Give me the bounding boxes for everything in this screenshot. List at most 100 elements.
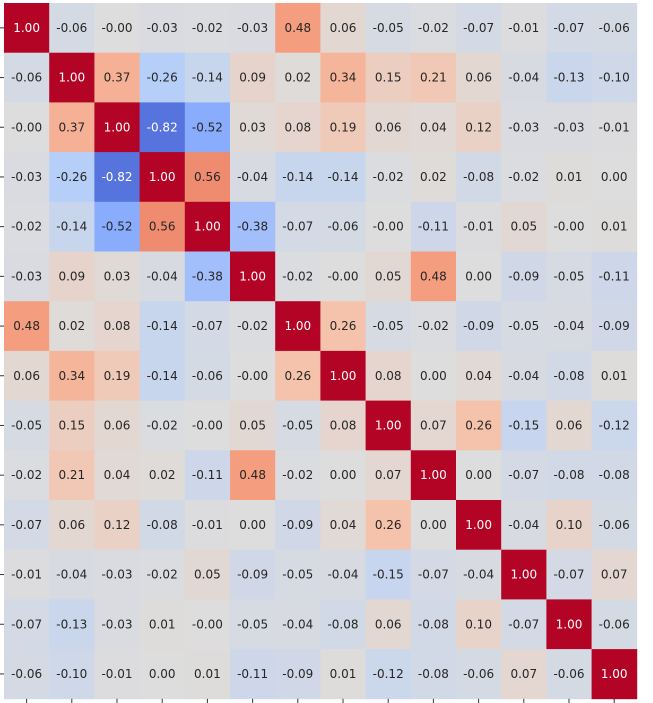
heatmap-cell-r8-c13	[591, 400, 638, 451]
heatmap-cell-r8-c5	[230, 400, 276, 451]
heatmap-cell-r5-c5	[230, 251, 276, 302]
heatmap-cell-r13-c13	[591, 649, 638, 700]
cell-value-label: 0.56	[194, 170, 221, 184]
heatmap-cell-r5-c3	[139, 251, 186, 302]
heatmap-cell-r13-c12	[546, 649, 592, 700]
heatmap-cell-r11-c7	[320, 549, 366, 600]
heatmap-cell-r11-c9	[410, 549, 457, 600]
heatmap-cell-r2-c13	[591, 102, 638, 153]
cell-value-label: -0.82	[147, 120, 178, 134]
heatmap-cell-r9-c9	[410, 450, 457, 501]
heatmap-cell-r3-c10	[456, 152, 502, 203]
heatmap-cell-r0-c8	[365, 3, 412, 54]
cell-value-label: 1.00	[13, 21, 40, 35]
cell-value-label: -0.05	[508, 319, 539, 333]
heatmap-cell-r10-c3	[139, 500, 186, 551]
cell-value-label: 0.08	[284, 120, 311, 134]
heatmap-cell-r0-c10	[456, 3, 502, 54]
cell-value-label: -0.03	[11, 269, 42, 283]
heatmap-cell-r3-c6	[275, 152, 321, 203]
heatmap-cell-r1-c3	[139, 52, 186, 103]
heatmap-cell-r0-c11	[501, 3, 547, 54]
heatmap-cell-labels: 1.00 -0.06 -0.00 -0.03 -0.02 -0.03 0.48 0.06 -0.…	[11, 21, 630, 681]
cell-value-label: 1.00	[556, 617, 583, 631]
cell-value-label: 0.48	[239, 468, 266, 482]
cell-value-label: -0.14	[192, 71, 223, 85]
heatmap-cell-r8-c7	[320, 400, 366, 451]
cell-value-label: -0.03	[237, 21, 268, 35]
heatmap-cell-r8-c0	[4, 400, 50, 451]
cell-value-label: -0.04	[147, 269, 178, 283]
heatmap-cell-r7-c11	[501, 350, 547, 401]
cell-value-label: -0.04	[508, 369, 539, 383]
cell-value-label: 1.00	[104, 120, 131, 134]
heatmap-cell-r5-c2	[94, 251, 140, 302]
cell-value-label: -0.07	[192, 319, 223, 333]
heatmap-cell-r2-c12	[546, 102, 592, 153]
cell-value-label: 1.00	[194, 220, 221, 234]
heatmap-cell-r2-c1	[49, 102, 95, 153]
cell-value-label: -0.09	[282, 667, 313, 681]
cell-value-label: -0.14	[327, 170, 358, 184]
cell-value-label: 0.07	[510, 667, 537, 681]
heatmap-cell-r0-c13	[591, 3, 638, 54]
cell-value-label: -0.00	[553, 220, 584, 234]
heatmap-cell-r10-c1	[49, 500, 95, 551]
cell-value-label: -0.09	[508, 269, 539, 283]
cell-value-label: 0.03	[239, 120, 266, 134]
heatmap-cell-r12-c1	[49, 599, 95, 650]
cell-value-label: -0.02	[373, 170, 404, 184]
heatmap-cell-r0-c5	[230, 3, 276, 54]
heatmap-cell-r12-c11	[501, 599, 547, 650]
cell-value-label: -0.02	[11, 220, 42, 234]
cell-value-label: -0.38	[237, 220, 268, 234]
cell-value-label: 1.00	[149, 170, 176, 184]
heatmap-cell-r9-c5	[230, 450, 276, 501]
heatmap-cell-r5-c9	[410, 251, 457, 302]
heatmap-cell-r13-c2	[94, 649, 140, 700]
cell-value-label: 0.48	[284, 21, 311, 35]
cell-value-label: 0.07	[601, 568, 628, 582]
cell-value-label: -0.26	[147, 71, 178, 85]
cell-value-label: -0.15	[508, 418, 539, 432]
heatmap-cell-r2-c4	[184, 102, 231, 153]
heatmap-cell-r3-c8	[365, 152, 412, 203]
heatmap-cell-r3-c4	[184, 152, 231, 203]
heatmap-cell-r0-c3	[139, 3, 186, 54]
cell-value-label: 0.37	[104, 71, 131, 85]
heatmap-cell-r13-c7	[320, 649, 366, 700]
cell-value-label: -0.04	[56, 568, 87, 582]
cell-value-label: 0.09	[239, 71, 266, 85]
cell-value-label: 0.07	[375, 468, 402, 482]
heatmap-cell-r9-c0	[4, 450, 50, 501]
heatmap-cell-r0-c1	[49, 3, 95, 54]
cell-value-label: 0.09	[58, 269, 85, 283]
cell-value-label: -0.02	[282, 468, 313, 482]
heatmap-cell-r9-c2	[94, 450, 140, 501]
cell-value-label: 1.00	[375, 418, 402, 432]
cell-value-label: -0.05	[373, 21, 404, 35]
cell-value-label: -0.82	[101, 170, 132, 184]
cell-value-label: -0.02	[237, 319, 268, 333]
cell-value-label: 1.00	[284, 319, 311, 333]
cell-value-label: -0.00	[192, 418, 223, 432]
cell-value-label: -0.38	[192, 269, 223, 283]
heatmap-cell-r7-c12	[546, 350, 592, 401]
heatmap-cells	[4, 3, 638, 700]
cell-value-label: -0.03	[147, 21, 178, 35]
heatmap-cell-r0-c9	[410, 3, 457, 54]
cell-value-label: -0.15	[373, 568, 404, 582]
cell-value-label: 0.12	[465, 120, 492, 134]
cell-value-label: -0.08	[327, 617, 358, 631]
heatmap-cell-r5-c8	[365, 251, 412, 302]
heatmap-cell-r3-c2	[94, 152, 140, 203]
heatmap-cell-r7-c2	[94, 350, 140, 401]
heatmap-cell-r4-c6	[275, 201, 321, 252]
heatmap-cell-r8-c12	[546, 400, 592, 451]
heatmap-cell-r3-c11	[501, 152, 547, 203]
heatmap-cell-r6-c7	[320, 301, 366, 352]
cell-value-label: 0.56	[149, 220, 176, 234]
cell-value-label: 0.00	[330, 468, 357, 482]
cell-value-label: -0.00	[11, 120, 42, 134]
heatmap-cell-r10-c4	[184, 500, 231, 551]
